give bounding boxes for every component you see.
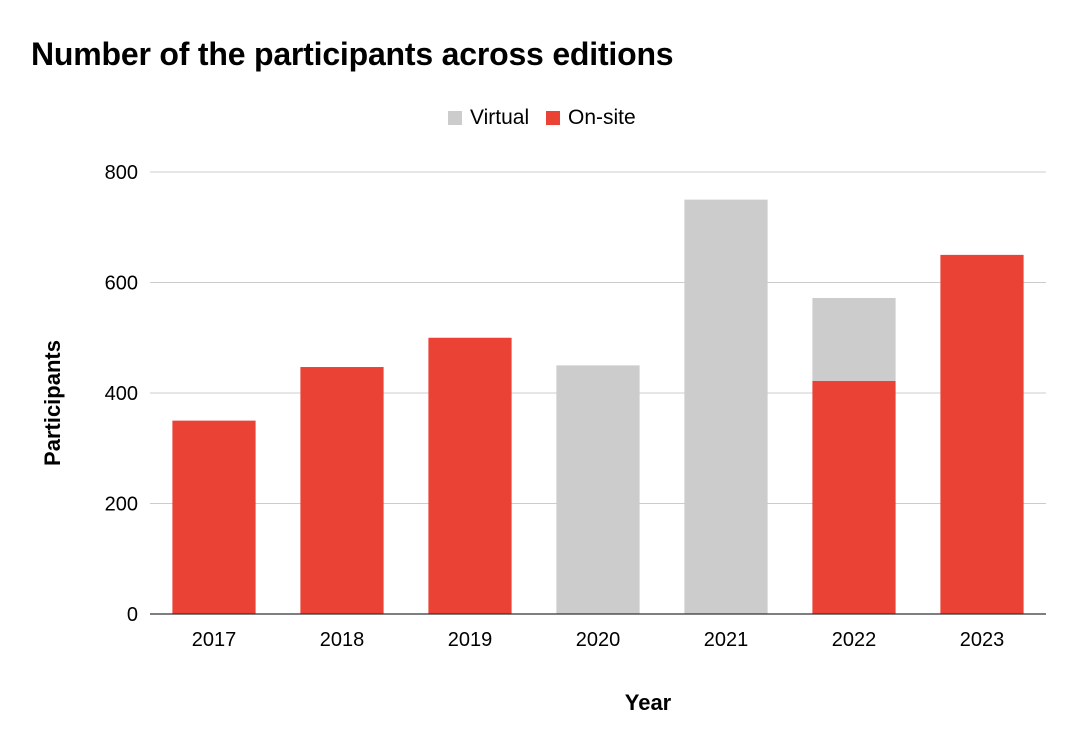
bar-on-site-2022 [812,380,896,614]
x-tick-label-2020: 2020 [576,629,621,651]
y-tick-label-400: 400 [105,383,138,405]
bar-virtual-2022 [812,297,896,381]
legend: Virtual On-site [0,106,1083,132]
bar-on-site-2019 [428,337,512,614]
y-tick-label-800: 800 [105,162,138,184]
y-tick-label-200: 200 [105,494,138,516]
x-tick-label-2022: 2022 [832,629,877,651]
legend-item-virtual: Virtual [448,106,529,130]
legend-swatch-virtual [448,111,462,125]
x-tick-label-2017: 2017 [192,629,237,651]
x-tick-label-2021: 2021 [704,629,749,651]
y-tick-label-600: 600 [105,273,138,295]
x-tick-label-2023: 2023 [960,629,1005,651]
y-tick-label-0: 0 [127,604,138,626]
legend-label-on-site: On-site [568,106,636,129]
bar-on-site-2017 [172,420,256,614]
x-tick-label-2019: 2019 [448,629,493,651]
bar-on-site-2023 [940,254,1024,614]
legend-label-virtual: Virtual [470,106,530,129]
y-axis-title: Participants [40,340,65,466]
x-tick-label-2018: 2018 [320,629,365,651]
legend-swatch-on-site [546,111,560,125]
bar-virtual-2021 [684,199,768,614]
x-axis-title: Year [625,690,672,715]
legend-item-on-site: On-site [546,106,636,130]
bar-on-site-2018 [300,367,384,614]
chart-title: Number of the participants across editio… [31,36,674,72]
bar-virtual-2020 [556,365,640,614]
